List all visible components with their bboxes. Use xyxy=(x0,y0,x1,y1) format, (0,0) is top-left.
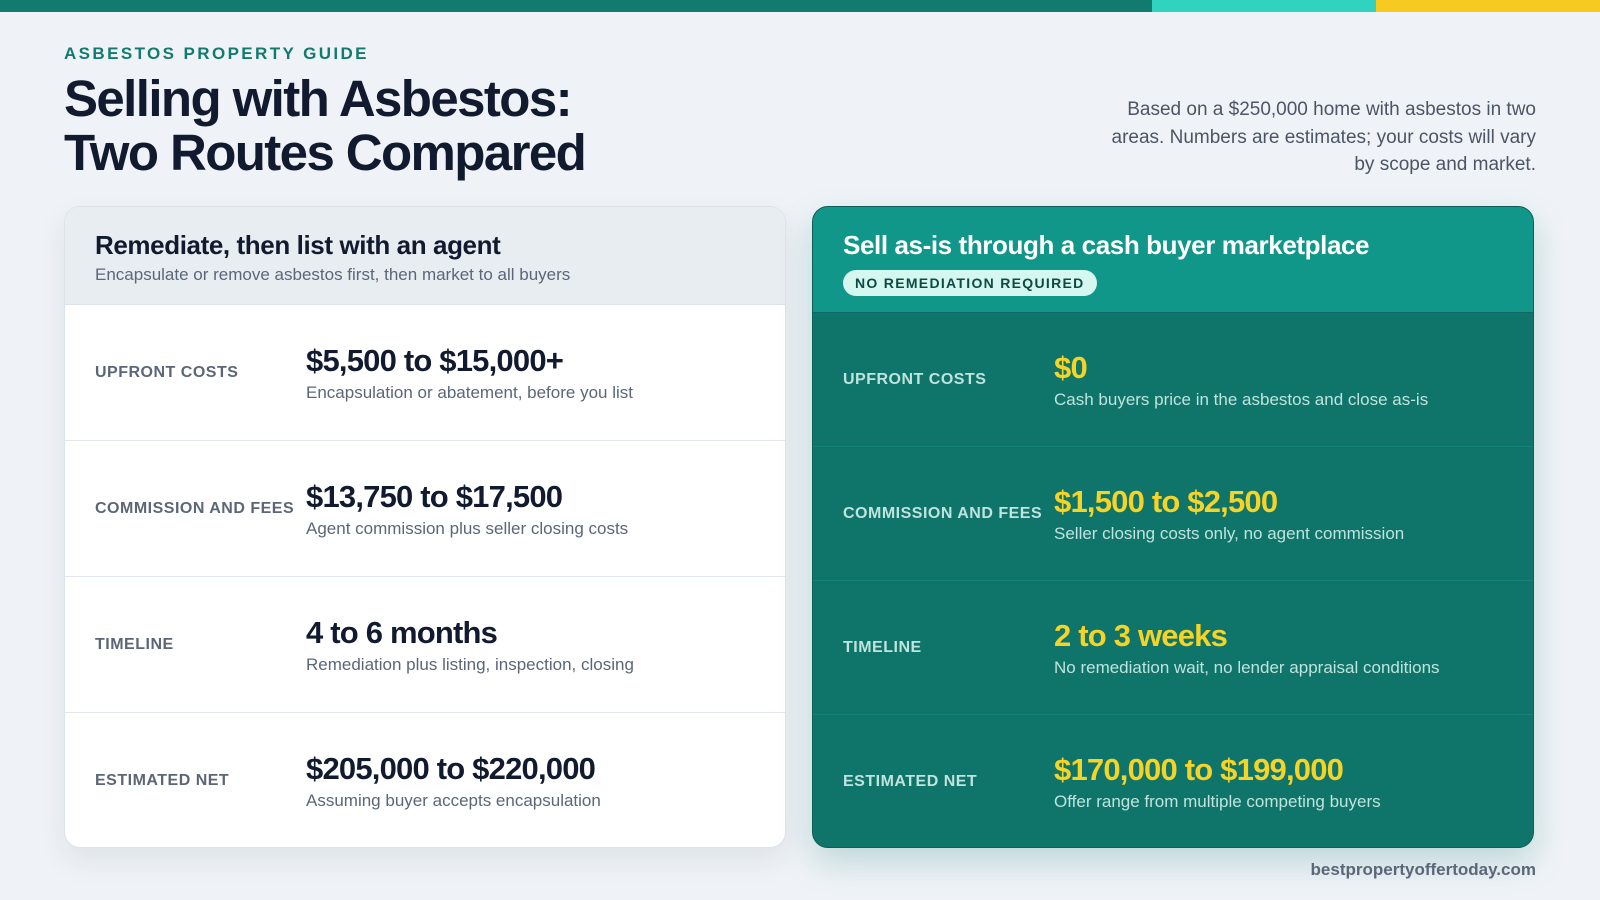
metric-value: $5,500 to $15,000+ xyxy=(306,342,564,378)
top-accent-segment-aqua xyxy=(1152,0,1376,12)
metric-row-upfront-costs: UPFRONT COSTS $0 Cash buyers price in th… xyxy=(813,313,1533,447)
metric-value: $170,000 to $199,000 xyxy=(1054,752,1344,787)
assumption-note: Based on a $250,000 home with asbestos i… xyxy=(1111,99,1536,175)
metric-description: Remediation plus listing, inspection, cl… xyxy=(306,654,634,674)
metric-content: $205,000 to $220,000 Assuming buyer acce… xyxy=(306,751,601,811)
metric-label: ESTIMATED NET xyxy=(843,773,978,790)
top-accent-segment-yellow xyxy=(1376,0,1600,12)
metric-description: Cash buyers price in the asbestos and cl… xyxy=(1054,389,1429,409)
metric-content: 4 to 6 months Remediation plus listing, … xyxy=(306,615,634,675)
metric-description: Agent commission plus seller closing cos… xyxy=(306,518,629,538)
no-remediation-badge: NO REMEDIATION REQUIRED xyxy=(843,270,1097,296)
metric-label: UPFRONT COSTS xyxy=(843,370,987,388)
page-title-line-1: Selling with Asbestos: xyxy=(64,70,573,127)
metric-value: $205,000 to $220,000 xyxy=(306,751,596,786)
metric-value: $13,750 to $17,500 xyxy=(306,478,563,514)
comparison-card-cash-buyer: Sell as-is through a cash buyer marketpl… xyxy=(812,206,1534,848)
metric-row-estimated-net: ESTIMATED NET $170,000 to $199,000 Offer… xyxy=(813,715,1533,847)
metric-content: $170,000 to $199,000 Offer range from mu… xyxy=(1054,752,1381,812)
metric-row-timeline: TIMELINE 4 to 6 months Remediation plus … xyxy=(65,577,785,713)
top-accent-bar xyxy=(0,0,1600,12)
metric-row-commission-fees: COMMISSION AND FEES $1,500 to $2,500 Sel… xyxy=(813,447,1533,581)
metric-content: 2 to 3 weeks No remediation wait, no len… xyxy=(1054,618,1440,678)
metric-content: $0 Cash buyers price in the asbestos and… xyxy=(1054,350,1428,410)
metric-label: UPFRONT COSTS xyxy=(95,363,239,381)
metric-description: Encapsulation or abatement, before you l… xyxy=(306,382,633,402)
metric-label: TIMELINE xyxy=(843,638,922,656)
card-title: Sell as-is through a cash buyer marketpl… xyxy=(843,230,1370,260)
metric-value: 4 to 6 months xyxy=(306,614,498,650)
website-url[interactable]: bestpropertyoffertoday.com xyxy=(1310,860,1536,879)
metric-description: Assuming buyer accepts encapsulation xyxy=(306,791,601,810)
metric-label: COMMISSION AND FEES xyxy=(95,499,295,517)
page-title-line-2: Two Routes Compared xyxy=(64,124,587,181)
page-title: Selling with Asbestos: Two Routes Compar… xyxy=(64,72,764,180)
metric-content: $5,500 to $15,000+ Encapsulation or abat… xyxy=(306,343,633,403)
card-header: Sell as-is through a cash buyer marketpl… xyxy=(813,207,1533,313)
comparison-card-agent: Remediate, then list with an agent Encap… xyxy=(64,206,786,848)
card-header: Remediate, then list with an agent Encap… xyxy=(65,207,785,305)
metric-description: No remediation wait, no lender appraisal… xyxy=(1054,657,1440,677)
metric-label: ESTIMATED NET xyxy=(95,772,230,789)
metric-row-timeline: TIMELINE 2 to 3 weeks No remediation wai… xyxy=(813,581,1533,715)
metric-value: $0 xyxy=(1054,349,1088,385)
eyebrow-label: ASBESTOS PROPERTY GUIDE xyxy=(64,44,369,63)
metric-label: COMMISSION AND FEES xyxy=(843,504,1043,522)
metric-description: Seller closing costs only, no agent comm… xyxy=(1054,523,1405,543)
metric-value: 2 to 3 weeks xyxy=(1054,617,1228,653)
metric-content: $1,500 to $2,500 Seller closing costs on… xyxy=(1054,484,1404,544)
metric-row-upfront-costs: UPFRONT COSTS $5,500 to $15,000+ Encapsu… xyxy=(65,305,785,441)
card-title: Remediate, then list with an agent xyxy=(95,230,501,260)
metric-content: $13,750 to $17,500 Agent commission plus… xyxy=(306,479,628,539)
metric-row-estimated-net: ESTIMATED NET $205,000 to $220,000 Assum… xyxy=(65,713,785,847)
card-subtitle: Encapsulate or remove asbestos first, th… xyxy=(95,265,571,284)
top-accent-segment-dark xyxy=(0,0,1152,12)
metric-row-commission-fees: COMMISSION AND FEES $13,750 to $17,500 A… xyxy=(65,441,785,577)
metric-description: Offer range from multiple competing buye… xyxy=(1054,792,1381,811)
metric-value: $1,500 to $2,500 xyxy=(1054,483,1278,519)
metric-label: TIMELINE xyxy=(95,635,174,653)
